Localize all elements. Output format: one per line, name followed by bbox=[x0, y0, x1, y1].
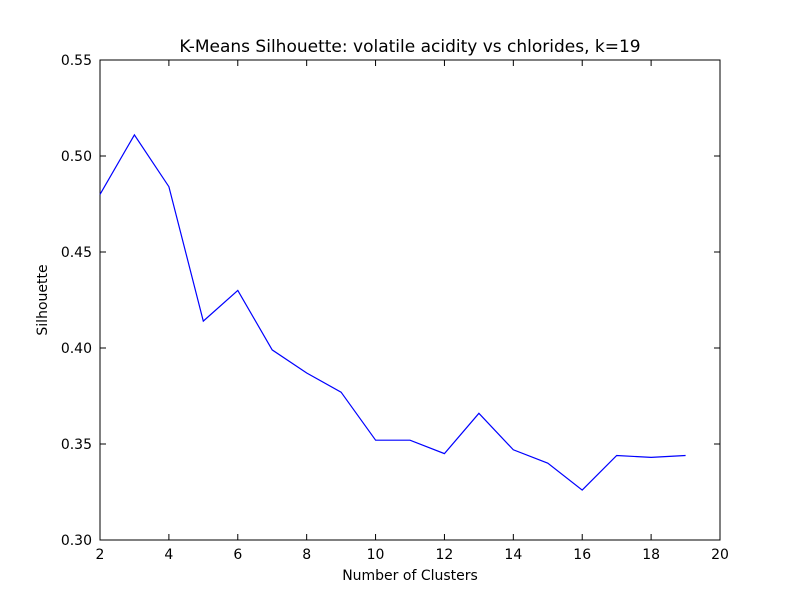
series-line bbox=[99, 133, 686, 491]
x-tick-label: 16 bbox=[573, 547, 591, 563]
plot-frame bbox=[99, 59, 721, 541]
y-tick-label: 0.40 bbox=[61, 341, 92, 357]
plot-area bbox=[99, 59, 721, 541]
y-tick-label: 0.30 bbox=[61, 533, 92, 549]
chart-title: K-Means Silhouette: volatile acidity vs … bbox=[179, 37, 640, 57]
y-tick-label: 0.45 bbox=[61, 245, 92, 261]
y-axis-label: Silhouette bbox=[35, 264, 51, 335]
x-tick-label: 4 bbox=[164, 547, 173, 563]
x-tick-label: 12 bbox=[436, 547, 454, 563]
y-axis: 0.30 0.35 0.40 0.45 0.50 0.55 bbox=[61, 53, 720, 549]
x-tick-label: 2 bbox=[96, 547, 105, 563]
x-axis: 2 4 6 8 10 12 14 16 18 20 bbox=[96, 60, 729, 563]
x-tick-label: 20 bbox=[711, 547, 729, 563]
series-layer bbox=[99, 133, 686, 491]
x-tick-label: 18 bbox=[642, 547, 660, 563]
x-tick-label: 6 bbox=[233, 547, 242, 563]
y-tick-label: 0.50 bbox=[61, 149, 92, 165]
x-tick-label: 8 bbox=[302, 547, 311, 563]
x-axis-label: Number of Clusters bbox=[342, 568, 478, 584]
y-tick-label: 0.55 bbox=[61, 53, 92, 69]
y-tick-label: 0.35 bbox=[61, 437, 92, 453]
x-tick-label: 10 bbox=[367, 547, 385, 563]
x-tick-label: 14 bbox=[504, 547, 522, 563]
